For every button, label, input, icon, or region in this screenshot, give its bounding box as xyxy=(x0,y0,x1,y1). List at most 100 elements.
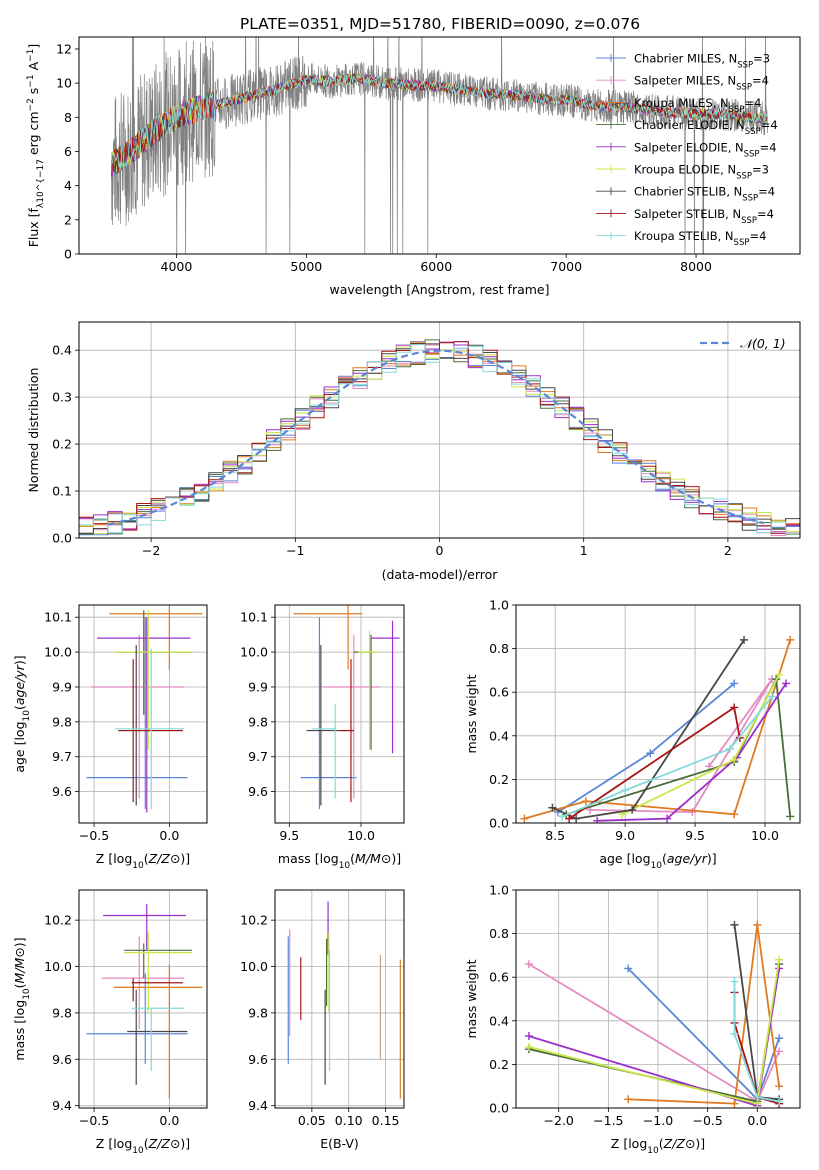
legend-sub: SSP xyxy=(741,216,757,226)
x-axis-label: (data-model)/error xyxy=(382,567,499,582)
y-axis-label: age [log10(age/yr)] xyxy=(12,655,32,772)
weight-point-kroupa-stelib xyxy=(726,744,735,753)
y-axis-label: Normed distribution xyxy=(26,368,41,493)
y-tick-label: 10.2 xyxy=(240,913,268,928)
legend-label-salpeter-miles: Salpeter MILES, NSSP=4 xyxy=(634,74,769,93)
legend-text: =3 xyxy=(753,52,770,66)
histogram-kroupa-stelib xyxy=(79,344,800,535)
y-tick-label: 9.8 xyxy=(52,714,72,729)
y-axis-label-part: s xyxy=(26,88,41,99)
normal-distribution-curve xyxy=(107,349,765,526)
weight-point-kroupa-miles xyxy=(775,1082,784,1091)
x-axis-label: Z [log10(Z/Z⊙)] xyxy=(96,851,190,871)
legend-label-salpeter-elodie: Salpeter ELODIE, NSSP=4 xyxy=(634,140,777,159)
weight-line-salpeter-elodie xyxy=(597,683,787,822)
model-spectrum-salpeter-stelib xyxy=(111,73,768,177)
legend-sub: SSP xyxy=(736,172,752,182)
mass-vs-metallicity-panel: −0.5 0.09.49.69.810.010.2Z [log10(Z/Z⊙)]m… xyxy=(12,889,208,1156)
x-tick-label: 0.0 xyxy=(159,1113,179,1128)
weight-point-salpeter-elodie xyxy=(775,964,784,973)
y-axis-label: Flux [fλ10^{−17 erg cm−2 s−1 A−1] xyxy=(26,44,46,248)
plot-area xyxy=(86,605,203,813)
x-axis-label-part: )] xyxy=(707,851,717,866)
y-axis-label-part: mass [log xyxy=(12,1000,27,1061)
x-axis-label-part: ( xyxy=(144,1136,149,1151)
x-tick-label: 5000 xyxy=(290,259,322,274)
x-tick-label: 8000 xyxy=(680,259,712,274)
mass-weight-vs-metallicity-panel: −2.0 −1.5 −1.0 −0.5 0.0 0.0 0.2 0.4 0.6 0.8 1.0 Z [… xyxy=(464,883,801,1156)
y-tick-label: 1.0 xyxy=(489,598,509,613)
x-axis-label-part: Z [log xyxy=(611,1136,647,1151)
x-axis-label: wavelength [Angstrom, rest frame] xyxy=(329,282,549,297)
x-tick-label: −2 xyxy=(142,543,160,558)
histogram-salpeter-stelib xyxy=(79,341,800,534)
weight-point-kroupa-stelib xyxy=(558,812,567,821)
y-tick-label: 2 xyxy=(64,212,72,227)
legend-sub: SSP xyxy=(734,238,750,248)
weight-point-chabrier-stelib xyxy=(548,803,557,812)
legend-sub: SSP xyxy=(745,127,761,137)
x-axis-label-part: ( xyxy=(659,1136,664,1151)
weight-point-salpeter-miles xyxy=(524,960,533,969)
y-tick-label: 9.7 xyxy=(52,749,72,764)
x-tick-label: −0.5 xyxy=(692,1113,722,1128)
x-tick-label: 0.05 xyxy=(298,1113,326,1128)
legend-text: =4 xyxy=(761,118,778,132)
y-tick-label: 0.1 xyxy=(52,484,72,499)
weight-point-kroupa-miles xyxy=(730,1099,739,1108)
legend-label-kroupa-stelib: Kroupa STELIB, NSSP=4 xyxy=(634,229,766,248)
y-tick-label: 12 xyxy=(56,41,72,56)
y-tick-label: 0.0 xyxy=(489,1101,509,1116)
legend-text: Kroupa MILES, N xyxy=(634,96,729,110)
x-axis-label-part: 10 xyxy=(132,861,144,871)
weight-point-kroupa-elodie xyxy=(524,1042,533,1051)
y-tick-label: 0.8 xyxy=(489,926,509,941)
y-tick-label: 9.7 xyxy=(248,749,268,764)
legend-text: Salpeter STELIB, N xyxy=(634,207,741,221)
y-tick-label: 9.4 xyxy=(248,1098,268,1113)
x-axis-label-part: mass [log xyxy=(278,851,339,866)
y-tick-label: 0.2 xyxy=(489,1057,509,1072)
x-axis-label: mass [log10(M/M⊙)] xyxy=(278,851,401,871)
figure-title: PLATE=0351, MJD=51780, FIBERID=0090, z=0… xyxy=(240,15,640,33)
x-axis-label-part: )] xyxy=(391,851,401,866)
y-tick-label: 10.1 xyxy=(44,610,72,625)
axes-frame xyxy=(78,604,208,824)
x-axis-label-part: Z [log xyxy=(96,851,132,866)
y-tick-label: 10.0 xyxy=(240,645,268,660)
weight-point-kroupa-miles xyxy=(786,635,795,644)
y-axis-label-part: )] xyxy=(12,655,27,665)
x-axis-label-part: age [log xyxy=(599,851,650,866)
y-tick-label: 10.0 xyxy=(44,959,72,974)
y-axis-label-part: 10 xyxy=(22,710,32,722)
x-axis-label-part: Z/Z⊙ xyxy=(663,1136,696,1151)
legend-text: =4 xyxy=(757,207,774,221)
y-tick-label: 6 xyxy=(64,144,72,159)
x-axis-label-part: M/M⊙ xyxy=(355,851,391,866)
x-axis-label-part: )] xyxy=(695,1136,705,1151)
y-tick-label: 0.2 xyxy=(489,772,509,787)
legend-text: =4 xyxy=(760,140,777,154)
x-tick-label: 0.0 xyxy=(747,1113,767,1128)
legend-text: Salpeter MILES, N xyxy=(634,74,736,88)
plot-area xyxy=(524,920,784,1108)
y-tick-label: 4 xyxy=(64,178,72,193)
y-tick-label: 10.0 xyxy=(44,645,72,660)
x-axis-label-part: 10 xyxy=(651,861,663,871)
y-tick-label: 10 xyxy=(56,76,72,91)
y-tick-label: 0.0 xyxy=(489,816,509,831)
x-tick-label: 7000 xyxy=(550,259,582,274)
y-tick-label: 0.4 xyxy=(52,343,72,358)
x-tick-label: 9.5 xyxy=(685,828,705,843)
axes-frame xyxy=(78,36,801,255)
x-tick-label: 4000 xyxy=(161,259,193,274)
y-tick-label: 10.0 xyxy=(240,959,268,974)
x-tick-label: 6000 xyxy=(420,259,452,274)
x-tick-label: 10.0 xyxy=(347,828,375,843)
y-axis-label-part: Flux [f xyxy=(26,207,41,247)
y-tick-label: 0.0 xyxy=(52,531,72,546)
y-tick-label: 8 xyxy=(64,110,72,125)
legend-text: =4 xyxy=(752,74,769,88)
weight-point-kroupa-miles xyxy=(520,814,529,823)
legend-text: =4 xyxy=(758,185,775,199)
